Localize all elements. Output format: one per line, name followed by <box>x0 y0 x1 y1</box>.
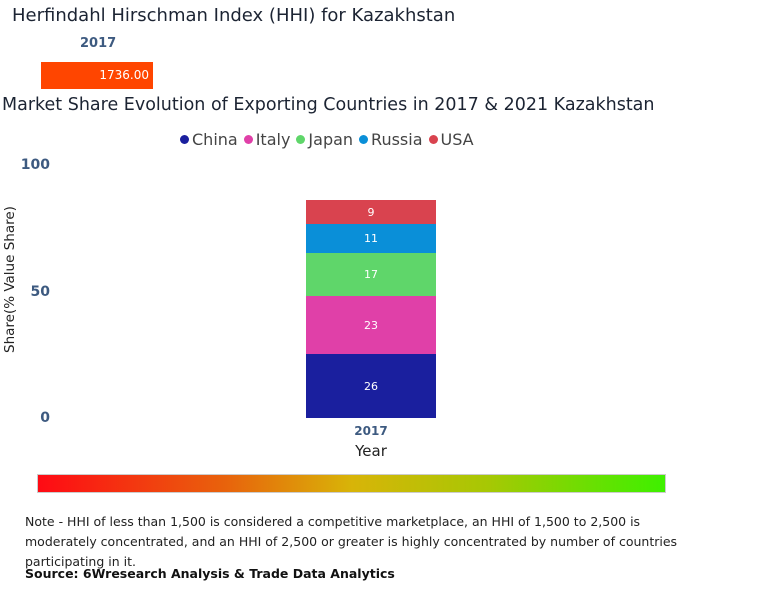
x-tick-2017: 2017 <box>354 424 388 438</box>
segment-usa[interactable]: 9 <box>306 200 436 224</box>
segment-china[interactable]: 26 <box>306 354 436 418</box>
hhi-year-label: 2017 <box>80 36 117 51</box>
hhi-value-bar: 1736.00 <box>41 62 153 89</box>
legend-label: Japan <box>308 130 354 149</box>
y-tick-0: 0 <box>40 410 50 426</box>
y-tick-100: 100 <box>20 157 50 173</box>
hhi-gradient-scale <box>37 474 666 493</box>
legend-dot-icon <box>180 135 189 144</box>
segment-japan[interactable]: 17 <box>306 253 436 296</box>
legend-label: China <box>192 130 238 149</box>
legend-dot-icon <box>243 135 253 144</box>
chart-legend: China Italy Japan Russia USA <box>180 130 474 149</box>
market-share-title: Market Share Evolution of Exporting Coun… <box>2 95 655 115</box>
x-axis-label: Year <box>355 442 387 460</box>
segment-russia[interactable]: 11 <box>306 224 436 253</box>
legend-item-usa[interactable]: USA <box>428 130 474 149</box>
footnote: Note - HHI of less than 1,500 is conside… <box>25 514 678 569</box>
stacked-bar-2017[interactable]: 9 11 17 23 26 <box>306 200 436 418</box>
legend-item-italy[interactable]: Italy <box>243 130 291 149</box>
legend-label: Italy <box>255 130 291 149</box>
legend-item-china[interactable]: China <box>180 130 238 149</box>
hhi-title: Herfindahl Hirschman Index (HHI) for Kaz… <box>12 5 456 26</box>
legend-item-japan[interactable]: Japan <box>296 130 353 149</box>
legend-label: Russia <box>371 130 423 149</box>
legend-dot-icon <box>359 135 369 144</box>
y-tick-50: 50 <box>30 284 50 300</box>
legend-item-russia[interactable]: Russia <box>359 130 423 149</box>
legend-dot-icon <box>296 135 306 144</box>
legend-dot-icon <box>428 135 438 144</box>
y-axis-label: Share(% Value Share) <box>2 206 18 353</box>
legend-label: USA <box>440 130 474 149</box>
source-credit: Source: 6Wresearch Analysis & Trade Data… <box>25 566 395 581</box>
segment-italy[interactable]: 23 <box>306 296 436 354</box>
